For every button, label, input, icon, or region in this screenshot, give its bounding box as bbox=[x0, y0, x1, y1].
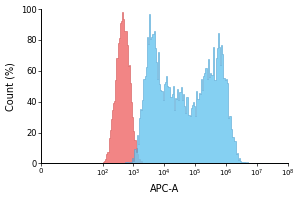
X-axis label: APC-A: APC-A bbox=[150, 184, 179, 194]
Y-axis label: Count (%): Count (%) bbox=[6, 62, 16, 111]
